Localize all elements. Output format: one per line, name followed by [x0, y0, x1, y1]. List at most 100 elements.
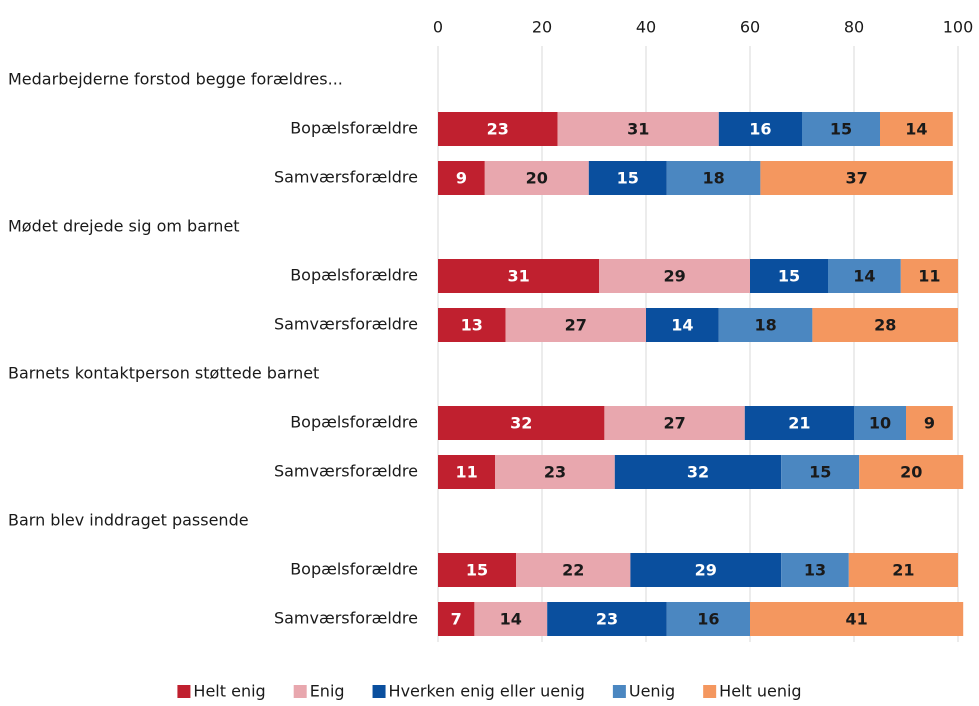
- bar-segment: [900, 259, 958, 293]
- data-label: 10: [869, 414, 891, 433]
- legend-label: Enig: [310, 682, 345, 701]
- bar-segment: [604, 406, 745, 440]
- bar-segment: [557, 112, 719, 146]
- bar-segment: [495, 455, 615, 489]
- bar-segment: [438, 259, 600, 293]
- bar-segment: [880, 112, 953, 146]
- data-label: 11: [455, 463, 477, 482]
- y-tick-label: Bopælsforældre: [290, 560, 418, 579]
- data-label: 32: [510, 414, 532, 433]
- bar-segment: [812, 308, 958, 342]
- y-tick-label: Bopælsforældre: [290, 413, 418, 432]
- bar-segment: [438, 161, 485, 195]
- data-label: 11: [918, 267, 940, 286]
- data-label: 27: [663, 414, 685, 433]
- bar-segment: [547, 602, 667, 636]
- data-label: 29: [695, 561, 717, 580]
- data-label: 14: [500, 610, 522, 629]
- bar-segment: [516, 553, 631, 587]
- data-label: 29: [663, 267, 685, 286]
- bar-segment: [744, 406, 854, 440]
- bar-segment: [646, 308, 719, 342]
- y-tick-label: Samværsforældre: [274, 609, 418, 628]
- bar-segment: [750, 259, 828, 293]
- data-label: 22: [562, 561, 584, 580]
- data-label: 41: [845, 610, 867, 629]
- bar-segment: [718, 112, 802, 146]
- data-label: 20: [526, 169, 548, 188]
- group-label: Mødet drejede sig om barnet: [8, 217, 240, 236]
- bar-segment: [666, 602, 750, 636]
- bar-segment: [505, 308, 646, 342]
- bar-segment: [474, 602, 548, 636]
- data-label: 18: [702, 169, 724, 188]
- data-label: 15: [830, 120, 852, 139]
- data-label: 23: [487, 120, 509, 139]
- data-label: 15: [778, 267, 800, 286]
- x-tick-label: 0: [433, 18, 443, 37]
- data-label: 14: [671, 316, 693, 335]
- data-label: 14: [853, 267, 875, 286]
- bar-segment: [848, 553, 958, 587]
- bar-segment: [859, 455, 964, 489]
- x-tick-label: 20: [532, 18, 552, 37]
- x-tick-label: 100: [943, 18, 974, 37]
- legend-label: Hverken enig eller uenig: [389, 682, 585, 701]
- legend-label: Uenig: [629, 682, 675, 701]
- bar-segment: [588, 161, 667, 195]
- data-label: 15: [617, 169, 639, 188]
- legend-swatch: [177, 685, 191, 698]
- data-label: 21: [892, 561, 914, 580]
- y-tick-label: Bopælsforældre: [290, 266, 418, 285]
- data-label: 16: [749, 120, 771, 139]
- data-label: 21: [788, 414, 810, 433]
- bar-segment: [438, 112, 558, 146]
- data-label: 13: [461, 316, 483, 335]
- legend-label: Helt uenig: [719, 682, 801, 701]
- bar-segment: [781, 553, 849, 587]
- data-label: 18: [754, 316, 776, 335]
- bar-segment: [484, 161, 589, 195]
- bar-segment: [438, 308, 506, 342]
- x-tick-label: 80: [844, 18, 864, 37]
- y-tick-label: Samværsforældre: [274, 462, 418, 481]
- data-label: 31: [507, 267, 529, 286]
- data-label: 9: [924, 414, 935, 433]
- bar-segment: [614, 455, 782, 489]
- bar-segment: [630, 553, 782, 587]
- bar-segment: [760, 161, 953, 195]
- bar-segment: [781, 455, 860, 489]
- bar-segment: [906, 406, 953, 440]
- legend-swatch: [372, 685, 386, 698]
- data-label: 37: [845, 169, 867, 188]
- legend-swatch: [703, 685, 717, 698]
- data-label: 15: [809, 463, 831, 482]
- data-label: 16: [697, 610, 719, 629]
- data-label: 9: [456, 169, 467, 188]
- data-label: 7: [451, 610, 462, 629]
- y-tick-label: Samværsforældre: [274, 315, 418, 334]
- bar-segment: [828, 259, 901, 293]
- data-label: 23: [596, 610, 618, 629]
- x-tick-label: 40: [636, 18, 656, 37]
- y-tick-label: Samværsforældre: [274, 168, 418, 187]
- legend-swatch: [612, 685, 626, 698]
- data-label: 13: [804, 561, 826, 580]
- y-tick-label: Bopælsforældre: [290, 119, 418, 138]
- bar-segment: [718, 308, 813, 342]
- group-label: Barnets kontaktperson støttede barnet: [8, 364, 319, 383]
- group-label: Medarbejderne forstod begge forældres...: [8, 70, 343, 89]
- bar-segment: [438, 602, 475, 636]
- bar-segment: [438, 406, 605, 440]
- bar-segment: [599, 259, 750, 293]
- data-label: 28: [874, 316, 896, 335]
- data-label: 31: [627, 120, 649, 139]
- data-label: 14: [905, 120, 927, 139]
- bar-segment: [438, 553, 516, 587]
- group-label: Barn blev inddraget passende: [8, 511, 249, 530]
- data-label: 20: [900, 463, 922, 482]
- legend-swatch: [293, 685, 307, 698]
- data-label: 23: [544, 463, 566, 482]
- bar-segment: [854, 406, 906, 440]
